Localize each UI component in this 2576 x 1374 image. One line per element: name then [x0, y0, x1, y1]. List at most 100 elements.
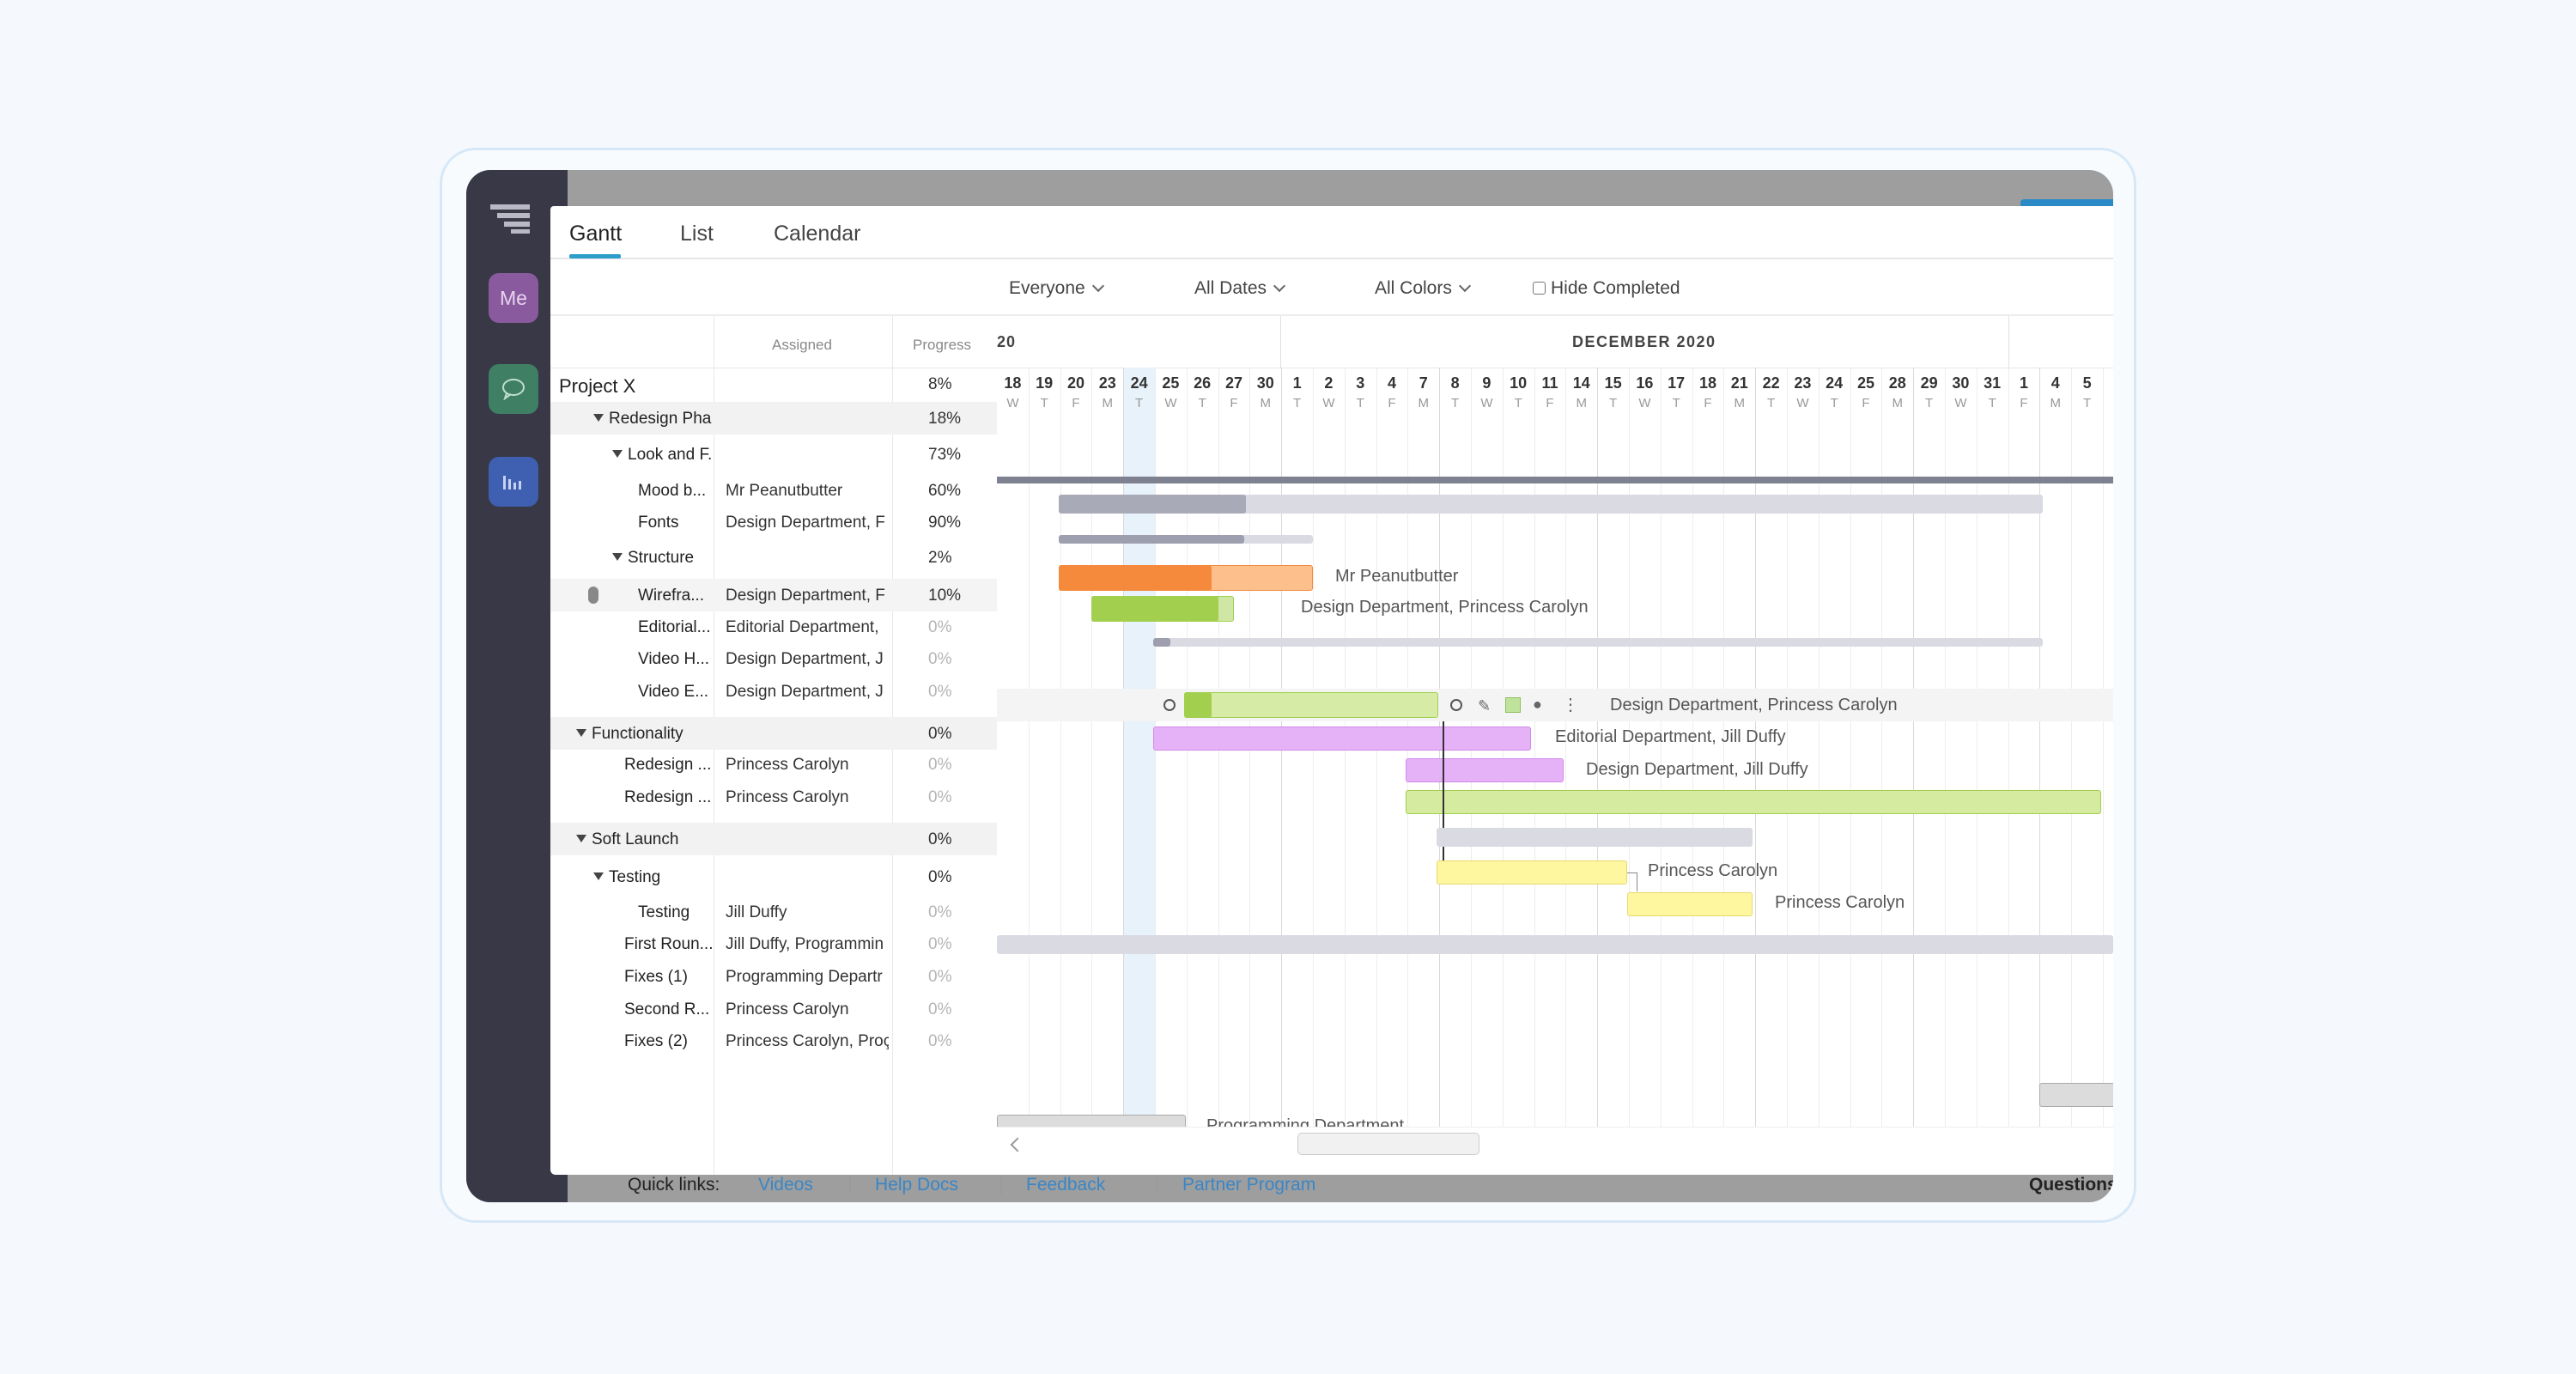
colors-filter[interactable]: All Colors [1375, 278, 1471, 299]
people-filter-label: Everyone [1009, 278, 1085, 298]
task-bar-video-h[interactable] [1406, 758, 1564, 782]
collapse-triangle-icon[interactable] [612, 553, 623, 561]
task-row[interactable]: Fixes (1) Programming Departr 0% [550, 960, 997, 993]
task-row[interactable]: Second R... Princess Carolyn 0% [550, 993, 997, 1025]
phase-bar-redesign[interactable] [1059, 495, 2043, 514]
task-progress-fonts[interactable] [1091, 596, 1218, 622]
task-name[interactable]: Project X [559, 375, 712, 398]
dates-filter[interactable]: All Dates [1194, 278, 1286, 299]
task-row[interactable]: Soft Launch 0% [550, 823, 997, 855]
task-row[interactable]: Video E... Design Department, J 0% [550, 675, 997, 708]
videos-link[interactable]: Videos [758, 1175, 813, 1195]
app-logo-icon[interactable] [490, 204, 530, 238]
scroll-thumb[interactable] [1297, 1133, 1479, 1155]
pencil-icon[interactable]: ✎ [1478, 697, 1492, 714]
task-name[interactable]: Structure [612, 549, 712, 568]
collapse-triangle-icon[interactable] [576, 729, 586, 737]
collapse-triangle-icon[interactable] [612, 450, 623, 458]
drag-handle-icon[interactable] [588, 587, 598, 604]
phase-bar-soft-launch[interactable] [997, 935, 2113, 954]
task-progress-wireframe[interactable] [1184, 692, 1212, 718]
task-row[interactable]: Wirefra... Design Department, F 10% [550, 579, 997, 611]
task-row[interactable]: Redesign ... Princess Carolyn 0% [550, 781, 997, 813]
tab-calendar[interactable]: Calendar [774, 222, 861, 246]
task-row[interactable]: Project X 8% [550, 368, 997, 400]
feedback-link[interactable]: Feedback [1026, 1175, 1106, 1195]
task-name-text: Video E... [638, 683, 709, 701]
horizontal-scrollbar[interactable] [997, 1127, 2113, 1175]
task-bar-wireframe[interactable] [1184, 692, 1438, 718]
task-name[interactable]: Mood b... [638, 482, 712, 501]
task-progress-mood[interactable] [1059, 565, 1212, 591]
task-progress: 0% [928, 935, 952, 953]
bar-label: Mr Peanutbutter [1335, 567, 1459, 586]
task-name[interactable]: Video H... [638, 650, 712, 669]
task-name[interactable]: Wirefra... [638, 587, 712, 605]
task-row[interactable]: Editorial... Editorial Department, 0% [550, 611, 997, 643]
task-name[interactable]: Look and F... [612, 446, 712, 465]
chat-button[interactable] [489, 364, 538, 414]
task-row[interactable]: Fonts Design Department, F 90% [550, 506, 997, 538]
tab-list[interactable]: List [680, 222, 714, 246]
timeline-day: 18 W [997, 374, 1029, 410]
task-row[interactable]: Redesign Pha... 18% [550, 402, 997, 435]
task-name[interactable]: Testing [593, 868, 712, 887]
reports-button[interactable] [489, 457, 538, 507]
task-row[interactable]: Look and F... 73% [550, 438, 997, 471]
task-bar-video-e[interactable] [1406, 790, 2101, 814]
task-name[interactable]: Editorial... [638, 618, 712, 637]
hide-completed-toggle[interactable]: Hide Completed [1533, 278, 1680, 299]
group-bar-structure[interactable] [1153, 638, 2043, 647]
task-name[interactable]: Functionality [576, 725, 712, 744]
task-name[interactable]: Fixes (1) [624, 968, 712, 987]
tab-gantt[interactable]: Gantt [569, 222, 623, 246]
task-progress: 0% [928, 830, 952, 848]
task-name-text: Wirefra... [638, 587, 705, 605]
task-name[interactable]: First Roun... [624, 935, 712, 954]
task-bar-func1[interactable] [1437, 860, 1627, 885]
grid-line [2103, 368, 2104, 1175]
task-name[interactable]: Redesign ... [624, 756, 712, 775]
task-row[interactable]: Testing 0% [550, 860, 997, 893]
group-progress-look[interactable] [1059, 535, 1244, 544]
me-button[interactable]: Me [489, 273, 538, 323]
link-dependency-icon[interactable] [1163, 699, 1176, 711]
color-swatch-icon[interactable] [1505, 697, 1521, 713]
quick-links-bar: Quick links: Videos | Help Docs | Feedba… [628, 1170, 2113, 1202]
task-bar-func2[interactable] [1627, 892, 1753, 916]
task-row[interactable]: Structure 2% [550, 541, 997, 574]
person-icon[interactable]: ● [1533, 696, 1542, 713]
task-row[interactable]: Mood b... Mr Peanutbutter 60% [550, 474, 997, 507]
task-name[interactable]: Redesign Pha... [593, 410, 712, 429]
group-progress-structure[interactable] [1153, 638, 1170, 647]
task-name[interactable]: Fixes (2) [624, 1032, 712, 1051]
link-dependency-icon[interactable] [1450, 699, 1462, 711]
task-name[interactable]: Video E... [638, 683, 712, 702]
task-row[interactable]: Testing Jill Duffy 0% [550, 896, 997, 928]
hide-completed-checkbox[interactable] [1533, 282, 1546, 295]
phase-progress-redesign[interactable] [1059, 495, 1246, 514]
scroll-left-icon[interactable] [1010, 1137, 1025, 1152]
partner-program-link[interactable]: Partner Program [1182, 1175, 1316, 1195]
collapse-triangle-icon[interactable] [576, 835, 586, 842]
collapse-triangle-icon[interactable] [593, 414, 604, 422]
task-row[interactable]: First Roun... Jill Duffy, Programmin 0% [550, 927, 997, 960]
group-bar-functionality[interactable] [1437, 828, 1753, 847]
grid-line [1913, 368, 1915, 1175]
task-row[interactable]: Fixes (2) Princess Carolyn, Proç 0% [550, 1024, 997, 1057]
task-name[interactable]: Redesign ... [624, 788, 712, 807]
task-bar-editorial[interactable] [1153, 727, 1531, 751]
task-name[interactable]: Soft Launch [576, 830, 712, 849]
task-row[interactable]: Redesign ... Princess Carolyn 0% [550, 748, 997, 781]
task-row[interactable]: Functionality 0% [550, 717, 997, 750]
collapse-triangle-icon[interactable] [593, 872, 604, 880]
task-bar-testing-round[interactable] [2039, 1083, 2113, 1107]
bar-label: Design Department, Princess Carolyn [1301, 598, 1589, 617]
task-name[interactable]: Testing [638, 903, 712, 922]
more-options-icon[interactable]: ⋮ [1562, 696, 1579, 714]
help-docs-link[interactable]: Help Docs [875, 1175, 958, 1195]
people-filter[interactable]: Everyone [1009, 278, 1104, 299]
task-name[interactable]: Second R... [624, 1000, 712, 1019]
task-name[interactable]: Fonts [638, 514, 712, 532]
task-row[interactable]: Video H... Design Department, J 0% [550, 642, 997, 675]
